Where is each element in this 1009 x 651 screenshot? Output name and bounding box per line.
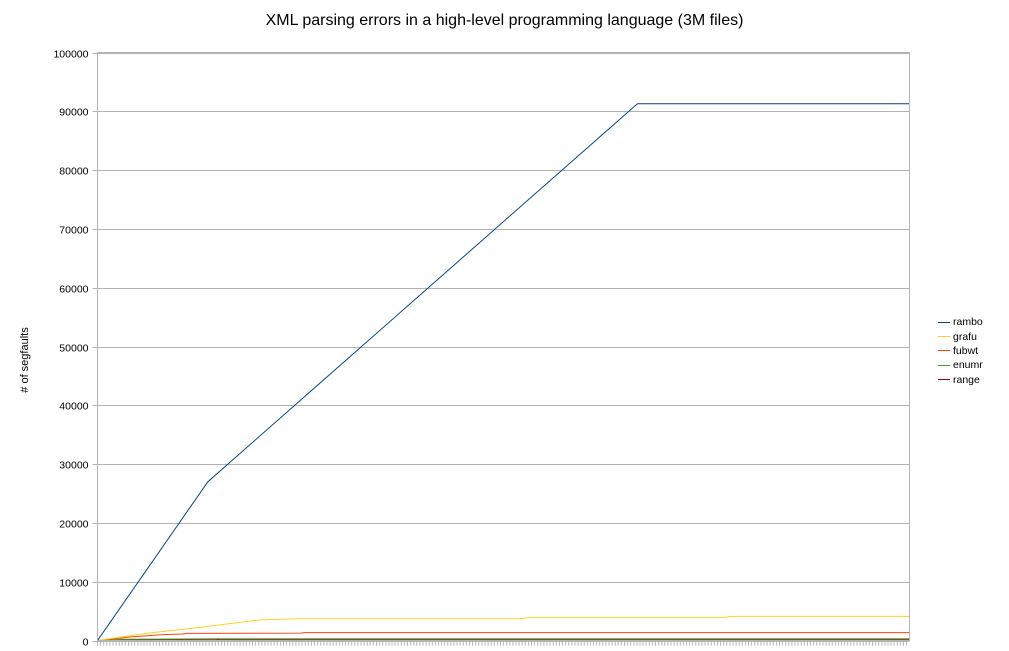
grid-lines <box>92 53 910 642</box>
legend-item-grafu: grafu <box>938 329 983 343</box>
series-line-fubwt <box>97 632 910 641</box>
y-tick-label: 100000 <box>53 49 88 61</box>
y-tick-label: 40000 <box>59 401 88 413</box>
y-tick-label: 50000 <box>59 343 88 355</box>
legend-label: range <box>953 373 980 386</box>
y-tick-labels: 0 10000 20000 30000 40000 50000 60000 70000 8000… <box>53 49 88 649</box>
y-tick-label: 10000 <box>59 578 88 590</box>
legend-swatch <box>938 379 950 381</box>
y-tick-label: 80000 <box>59 166 88 178</box>
x-tick-marks <box>97 640 908 646</box>
legend-label: enumr <box>953 359 983 372</box>
series-lines <box>97 103 910 641</box>
legend: rambo grafu fubwt enumr range <box>938 315 983 387</box>
legend-label: fubwt <box>953 344 979 357</box>
legend-swatch <box>938 336 950 338</box>
y-tick-label: 70000 <box>59 225 88 237</box>
legend-label: rambo <box>953 316 983 329</box>
plot-frame <box>97 52 910 641</box>
legend-item-range: range <box>938 373 983 387</box>
legend-item-enumr: enumr <box>938 358 983 372</box>
y-tick-label: 20000 <box>59 519 88 531</box>
legend-label: grafu <box>953 330 977 343</box>
legend-swatch <box>938 364 950 366</box>
legend-item-fubwt: fubwt <box>938 344 983 358</box>
chart-title: XML parsing errors in a high-level progr… <box>265 12 744 29</box>
series-line-enumr <box>97 638 910 641</box>
y-tick-label: 0 <box>83 637 89 649</box>
y-tick-label: 90000 <box>59 107 88 119</box>
legend-swatch <box>938 321 950 323</box>
legend-item-rambo: rambo <box>938 315 983 329</box>
y-tick-label: 30000 <box>59 460 88 472</box>
series-line-rambo <box>97 103 910 641</box>
y-tick-label: 60000 <box>59 284 88 296</box>
legend-swatch <box>938 350 950 352</box>
series-line-grafu <box>97 615 910 641</box>
